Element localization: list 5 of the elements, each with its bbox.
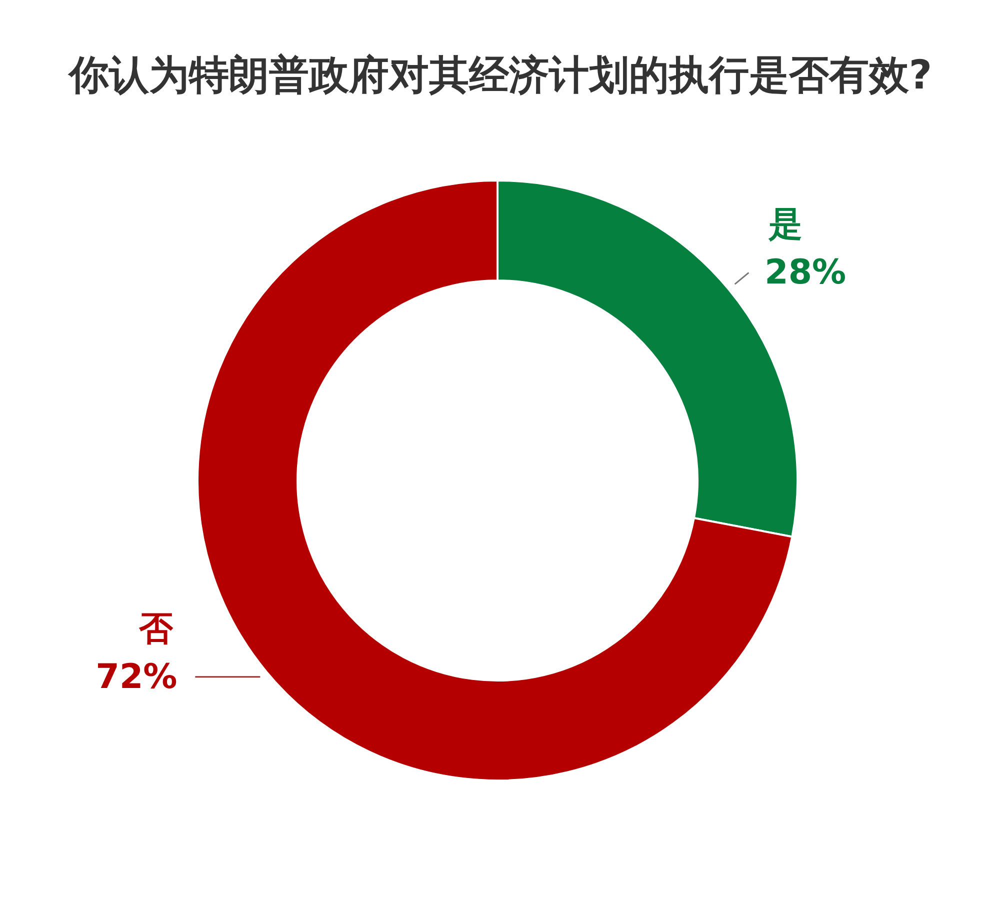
slice-label: 否	[138, 608, 174, 649]
data-label: 28%	[764, 252, 846, 293]
chart-title: 你认为特朗普政府对其经济计划的执行是否有效?	[66, 52, 932, 98]
slice-label: 是	[768, 204, 803, 245]
data-label: 72%	[96, 656, 178, 697]
